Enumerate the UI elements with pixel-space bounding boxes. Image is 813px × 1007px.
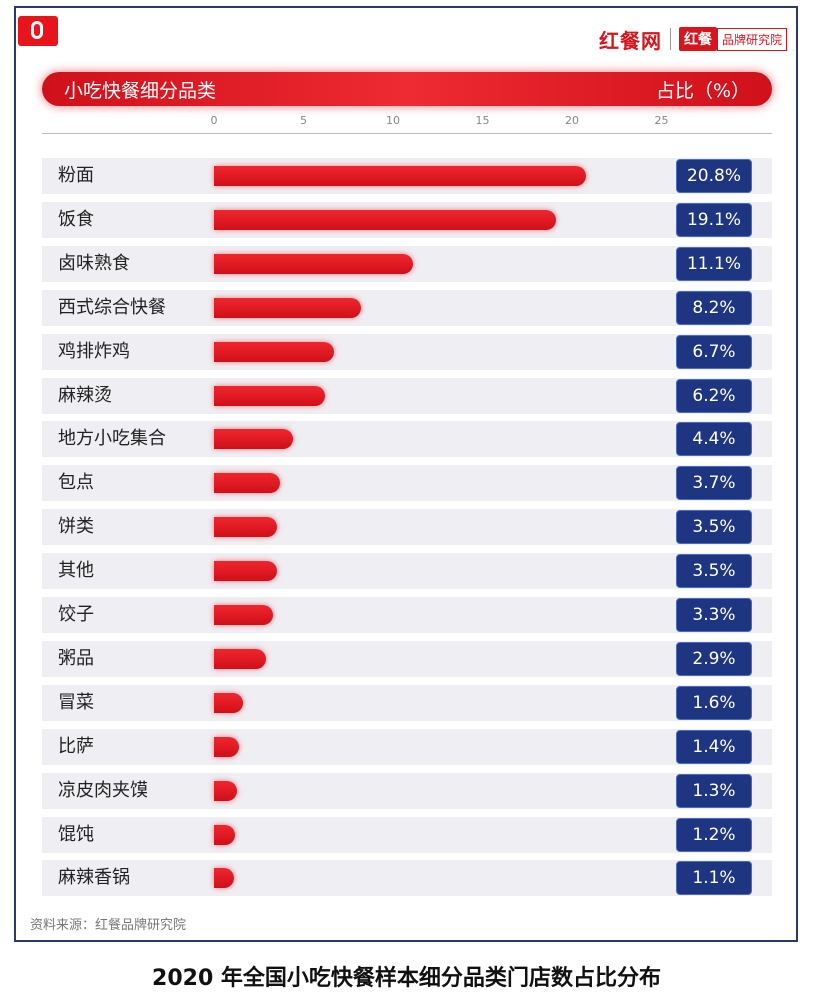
value-label: 3.5% (676, 554, 752, 589)
chart-caption: 2020 年全国小吃快餐样本细分品类门店数占比分布 (152, 966, 661, 991)
category-label: 其他 (58, 560, 94, 582)
bar (214, 517, 277, 538)
value-axis-label: 占比（%） (655, 79, 750, 102)
chart-header-bar: 小吃快餐细分品类 占比（%） (42, 72, 772, 106)
bar-row: 饺子 3.3% (42, 597, 772, 633)
bar (214, 561, 277, 582)
axis-rule (42, 133, 772, 134)
category-label: 冒菜 (58, 691, 94, 713)
brand-divider (669, 28, 671, 50)
category-label: 包点 (58, 472, 94, 494)
bar (214, 297, 361, 318)
bar-row: 粥品 2.9% (42, 640, 772, 677)
bar-row: 比萨 1.4% (42, 728, 772, 765)
value-label: 6.2% (676, 378, 752, 413)
value-label: 8.2% (676, 290, 752, 325)
category-label: 馄饨 (58, 823, 94, 845)
bar (214, 868, 234, 889)
value-label: 1.6% (676, 685, 752, 720)
value-label: 2.9% (676, 641, 752, 676)
bar (214, 253, 413, 274)
corner-logo-icon (18, 16, 58, 46)
x-tick-label: 0 (210, 114, 218, 127)
value-label: 4.4% (676, 422, 752, 457)
category-label: 粥品 (58, 647, 94, 669)
category-label: 饺子 (58, 604, 94, 625)
value-label: 1.3% (676, 773, 752, 808)
value-label: 20.8% (676, 159, 752, 193)
bar (214, 385, 325, 406)
bar-row: 西式综合快餐 8.2% (42, 289, 772, 326)
bar (214, 341, 334, 362)
bar (214, 648, 266, 669)
bar-row: 卤味熟食 11.1% (42, 245, 772, 282)
bar (214, 780, 238, 801)
value-label: 19.1% (676, 202, 752, 237)
x-tick-label: 10 (386, 114, 400, 127)
bar-row: 馄饨 1.2% (42, 816, 772, 853)
category-label: 西式综合快餐 (58, 296, 166, 318)
bar (214, 429, 293, 450)
bar (214, 692, 243, 713)
bar (214, 473, 281, 494)
bar-row: 鸡排炸鸡 6.7% (42, 333, 772, 370)
bar-row: 凉皮肉夹馍 1.3% (42, 772, 772, 809)
value-label: 1.2% (676, 817, 752, 852)
category-label: 地方小吃集合 (58, 428, 166, 450)
category-label: 粉面 (58, 165, 94, 186)
source-note: 资料来源：红餐品牌研究院 (30, 918, 187, 933)
brand-logo: 红餐网 红餐 品牌研究院 (599, 24, 787, 54)
value-label: 6.7% (676, 334, 752, 369)
bar-row: 麻辣香锅 1.1% (42, 860, 772, 897)
value-label: 3.3% (676, 598, 752, 632)
bar-row: 粉面 20.8% (42, 158, 772, 194)
bar-row: 冒菜 1.6% (42, 684, 772, 721)
bar-row: 饭食 19.1% (42, 201, 772, 238)
value-label: 1.1% (676, 861, 752, 896)
category-label: 比萨 (58, 735, 94, 757)
category-label: 卤味熟食 (58, 252, 130, 274)
category-label: 麻辣烫 (58, 384, 112, 406)
brand-sub: 品牌研究院 (716, 27, 787, 51)
category-label: 鸡排炸鸡 (58, 340, 130, 362)
category-label: 饼类 (58, 516, 94, 538)
bar (214, 824, 236, 845)
x-tick-label: 15 (475, 114, 490, 127)
value-label: 1.4% (676, 729, 752, 764)
bar (214, 605, 274, 625)
value-label: 11.1% (676, 246, 752, 281)
x-tick-label: 5 (300, 114, 307, 127)
value-label: 3.7% (676, 466, 752, 501)
value-label: 3.5% (676, 510, 752, 545)
brand-name: 红餐网 (598, 28, 662, 53)
bar-row: 其他 3.5% (42, 553, 772, 590)
bar (214, 166, 587, 186)
category-label: 麻辣香锅 (58, 867, 130, 889)
x-tick-label: 25 (654, 114, 669, 127)
bar-row: 地方小吃集合 4.4% (42, 421, 772, 458)
x-tick-label: 20 (565, 114, 579, 127)
brand-badge: 红餐 (678, 27, 717, 51)
bar (214, 736, 240, 757)
bar-row: 饼类 3.5% (42, 509, 772, 546)
bar-row: 麻辣烫 6.2% (42, 377, 772, 414)
category-axis-label: 小吃快餐细分品类 (64, 79, 217, 102)
category-label: 凉皮肉夹馍 (58, 779, 148, 801)
category-label: 饭食 (58, 208, 94, 230)
bar (214, 209, 556, 230)
bar-row: 包点 3.7% (42, 465, 772, 502)
